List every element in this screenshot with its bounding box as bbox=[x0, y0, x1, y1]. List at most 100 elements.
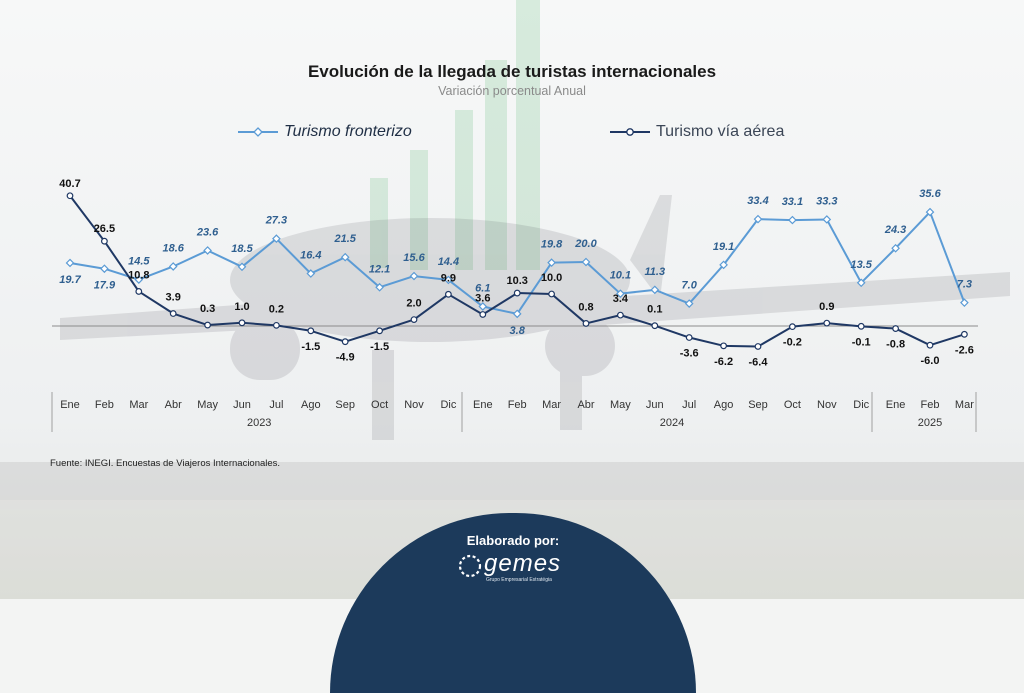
data-label-fronterizo: 23.6 bbox=[196, 226, 219, 238]
data-label-via-aerea: -2.6 bbox=[955, 344, 974, 356]
footer-label: Elaborado por: bbox=[466, 533, 560, 548]
point-via-aerea bbox=[169, 310, 177, 317]
x-year-label: 2025 bbox=[918, 417, 942, 429]
data-label-via-aerea: 3.6 bbox=[475, 292, 490, 304]
data-label-fronterizo: 10.1 bbox=[610, 270, 631, 282]
point-via-aerea bbox=[307, 327, 315, 335]
data-label-via-aerea: -6.0 bbox=[921, 355, 940, 367]
data-label-via-aerea: 26.5 bbox=[94, 223, 115, 235]
point-via-aerea bbox=[376, 327, 384, 335]
data-label-fronterizo: 33.3 bbox=[816, 195, 837, 207]
gemes-logo: gemes Grupo Empresarial Estratégia bbox=[456, 550, 576, 586]
x-tick-label: Feb bbox=[921, 399, 940, 411]
point-via-aerea bbox=[445, 290, 452, 298]
logo-wordmark: gemes bbox=[484, 550, 562, 577]
data-label-via-aerea: 10.0 bbox=[541, 272, 562, 284]
data-label-fronterizo: 24.3 bbox=[884, 224, 906, 236]
source-note: Fuente: INEGI. Encuestas de Viajeros Int… bbox=[50, 458, 281, 469]
x-tick-label: Dic bbox=[853, 399, 869, 411]
point-via-aerea bbox=[823, 319, 831, 327]
point-via-aerea bbox=[100, 237, 108, 245]
point-fronterizo bbox=[134, 275, 144, 284]
data-label-via-aerea: 0.1 bbox=[647, 304, 662, 316]
data-label-fronterizo: 35.6 bbox=[919, 188, 941, 200]
point-fronterizo bbox=[684, 299, 694, 308]
point-via-aerea bbox=[857, 322, 865, 330]
x-tick-label: Abr bbox=[577, 399, 594, 411]
point-fronterizo bbox=[306, 269, 316, 278]
data-label-fronterizo: 19.7 bbox=[59, 274, 81, 286]
x-tick-label: Jul bbox=[682, 399, 696, 411]
point-fronterizo bbox=[616, 289, 625, 299]
point-fronterizo bbox=[856, 278, 866, 288]
x-year-label: 2023 bbox=[247, 417, 271, 429]
point-fronterizo bbox=[237, 262, 247, 272]
point-via-aerea bbox=[651, 322, 659, 330]
legend-swatch-fronterizo bbox=[238, 127, 278, 137]
data-label-fronterizo: 20.0 bbox=[574, 238, 597, 250]
point-via-aerea bbox=[479, 311, 487, 318]
data-label-fronterizo: 14.5 bbox=[128, 256, 150, 268]
x-tick-label: Nov bbox=[404, 399, 424, 411]
data-label-via-aerea: 3.4 bbox=[613, 293, 629, 305]
point-via-aerea bbox=[582, 320, 590, 327]
data-label-fronterizo: 7.0 bbox=[682, 280, 698, 292]
legend-label-via-aerea: Turismo vía aérea bbox=[656, 123, 785, 140]
x-tick-label: Feb bbox=[95, 399, 114, 411]
logo-ring-icon bbox=[458, 554, 482, 578]
data-label-fronterizo: 14.4 bbox=[438, 256, 459, 268]
chart-title: Evolución de la llegada de turistas inte… bbox=[307, 62, 717, 81]
x-tick-label: Jun bbox=[646, 399, 664, 411]
point-via-aerea bbox=[273, 321, 280, 329]
chart-subtitle: Variación porcentual Anual bbox=[438, 84, 586, 98]
point-fronterizo bbox=[891, 243, 900, 253]
x-tick-label: Ago bbox=[714, 399, 734, 411]
legend-label-fronterizo: Turismo fronterizo bbox=[284, 123, 412, 140]
logo-subtitle: Grupo Empresarial Estratégia bbox=[486, 577, 552, 583]
point-via-aerea bbox=[548, 290, 555, 298]
point-fronterizo bbox=[719, 260, 728, 270]
legend-item-fronterizo: Turismo fronterizo bbox=[238, 122, 412, 142]
point-fronterizo bbox=[581, 257, 591, 267]
data-label-via-aerea: -0.1 bbox=[852, 336, 871, 348]
point-via-aerea bbox=[238, 319, 246, 327]
point-via-aerea bbox=[926, 341, 934, 349]
data-label-via-aerea: 0.2 bbox=[269, 303, 284, 315]
point-fronterizo bbox=[375, 282, 384, 292]
data-label-via-aerea: -3.6 bbox=[680, 348, 699, 360]
data-label-via-aerea: -1.5 bbox=[370, 341, 389, 353]
data-label-fronterizo: 18.6 bbox=[162, 242, 184, 254]
data-label-via-aerea: 0.8 bbox=[578, 301, 593, 313]
legend-item-via-aerea: Turismo vía aérea bbox=[610, 122, 784, 142]
data-label-via-aerea: 40.7 bbox=[59, 178, 80, 190]
data-label-fronterizo: 18.5 bbox=[231, 243, 253, 255]
point-fronterizo bbox=[753, 214, 763, 224]
x-tick-label: Abr bbox=[165, 399, 182, 411]
x-tick-label: Jul bbox=[269, 399, 283, 411]
point-fronterizo bbox=[788, 215, 797, 225]
x-tick-label: Sep bbox=[335, 399, 355, 411]
point-fronterizo bbox=[960, 298, 969, 307]
point-via-aerea bbox=[513, 289, 521, 297]
point-fronterizo bbox=[272, 234, 281, 243]
data-label-fronterizo: 21.5 bbox=[333, 233, 356, 245]
data-label-fronterizo: 33.1 bbox=[782, 196, 803, 208]
line-chart: Ene Feb Mar Abr May Jun Jul Ago Sep Oct Nov Dic Ene F… bbox=[51, 178, 978, 432]
data-label-via-aerea: 9.9 bbox=[441, 272, 456, 284]
point-fronterizo bbox=[822, 215, 832, 224]
x-tick-label: May bbox=[197, 399, 218, 411]
data-label-via-aerea: -4.9 bbox=[336, 352, 355, 364]
x-tick-label: Mar bbox=[542, 399, 561, 411]
point-fronterizo bbox=[100, 264, 109, 274]
data-label-fronterizo: 11.3 bbox=[645, 266, 666, 278]
x-tick-label: May bbox=[610, 399, 631, 411]
point-via-aerea bbox=[685, 334, 693, 341]
point-fronterizo bbox=[925, 207, 935, 217]
data-label-fronterizo: 17.9 bbox=[94, 280, 116, 292]
x-tick-label: Sep bbox=[748, 399, 768, 411]
data-label-fronterizo: 7.3 bbox=[957, 279, 972, 291]
data-label-fronterizo: 19.8 bbox=[541, 239, 563, 251]
x-tick-label: Oct bbox=[784, 399, 801, 411]
point-via-aerea bbox=[789, 323, 796, 331]
point-fronterizo bbox=[650, 285, 660, 295]
